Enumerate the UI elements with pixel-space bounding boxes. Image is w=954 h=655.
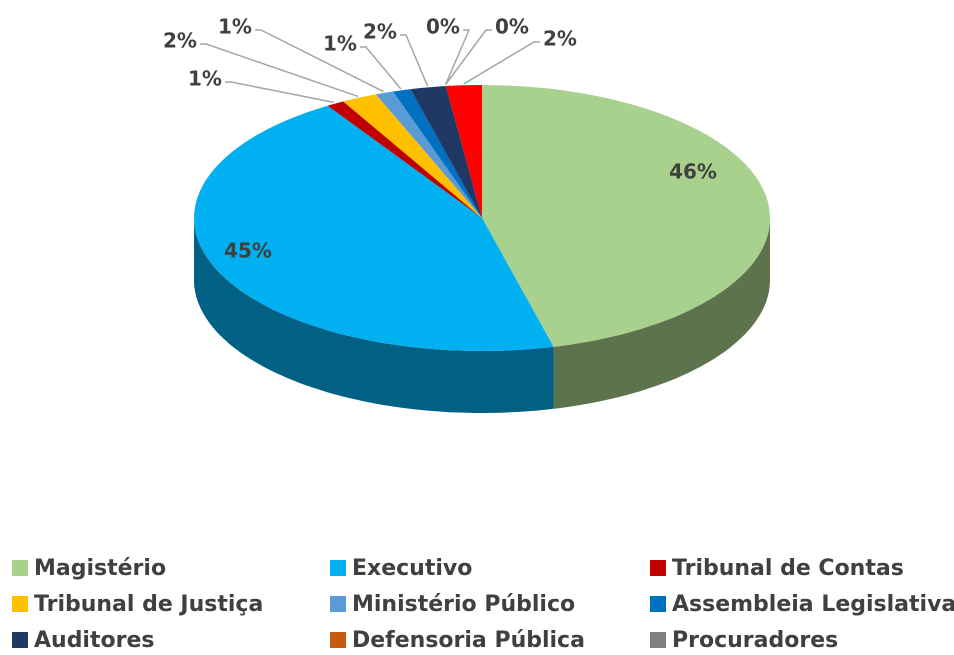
slice [482,85,770,347]
legend-label: Tribunal de Contas [672,556,904,581]
legend-swatch [330,596,346,612]
legend-swatch [12,596,28,612]
leader-line [400,34,429,87]
data-label: 1% [323,32,357,56]
slice [343,94,482,218]
data-label: 0% [495,15,529,39]
legend-swatch [12,560,28,576]
slice [194,105,554,351]
leader-line [225,81,335,104]
data-label: 2% [363,20,397,44]
leader-line [463,41,540,85]
slice [375,91,482,218]
legend-swatch [330,560,346,576]
leader-line [255,29,384,93]
leader-line [444,29,492,86]
leader-line [444,29,471,86]
legend-label: Defensoria Pública [352,628,585,653]
legend-label: Executivo [352,556,472,581]
slice-side [194,218,554,413]
leader-line [200,43,359,98]
legend-swatch [650,596,666,612]
leader-line [360,46,402,90]
slice [327,101,482,218]
legend-swatch [330,632,346,648]
legend-label: Tribunal de Justiça [34,592,263,617]
legend-label: Assembleia Legislativa [672,592,954,617]
legend-label: Auditores [34,628,154,653]
legend-swatch [650,632,666,648]
data-label: 2% [163,29,197,53]
legend-label: Procuradores [672,628,838,653]
data-label: 1% [218,15,252,39]
data-label: 2% [543,27,577,51]
legend-swatch [650,560,666,576]
data-label: 46% [669,160,717,184]
data-label: 1% [188,67,222,91]
data-label: 45% [224,239,272,263]
slice [445,85,482,218]
legend-swatch [12,632,28,648]
legend-label: Ministério Público [352,592,575,617]
legend-label: Magistério [34,556,166,581]
slice-side [553,218,770,409]
slice [393,89,482,218]
data-label: 0% [426,15,460,39]
slice [410,86,482,218]
